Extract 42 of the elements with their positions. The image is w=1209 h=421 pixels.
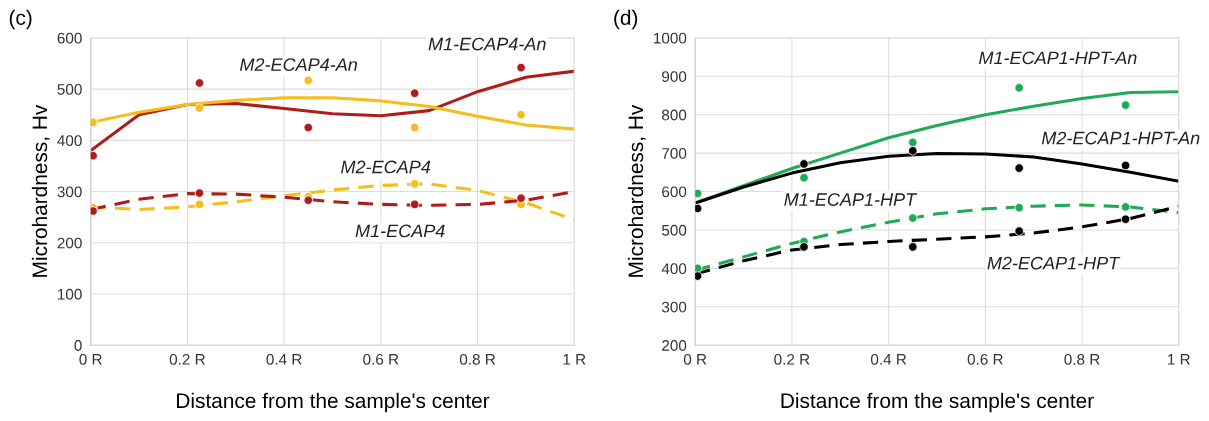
x-tick-label: 0.2 R <box>774 353 810 365</box>
y-axis-title: Microhardness, Hv <box>627 104 646 277</box>
y-tick-label: 0 <box>74 340 82 351</box>
x-tick-label: 0 R <box>683 353 707 365</box>
series-label: M2-ECAP4-An <box>239 58 358 72</box>
x-tick-label: 0.4 R <box>870 353 907 365</box>
series-label: M2-ECAP1-HPT <box>987 256 1121 270</box>
x-tick-label: 0.6 R <box>363 353 399 365</box>
y-tick-label: 300 <box>57 186 82 198</box>
x-tick-label: 1 R <box>563 354 586 365</box>
y-tick-label: 600 <box>662 186 687 198</box>
x-tick-label: 0 R <box>79 353 102 365</box>
x-tick-label: 1 R <box>1168 354 1190 365</box>
y-tick-label: 800 <box>662 109 687 121</box>
x-axis-title: Distance from the sample's center <box>781 392 1094 413</box>
y-axis-title: Microhardness, Hv <box>31 104 50 277</box>
chart-title: (c) <box>9 9 32 30</box>
y-tick-label: 400 <box>57 135 82 147</box>
series-label: M1-ECAP4-An <box>428 37 546 51</box>
y-tick-label: 200 <box>57 237 82 249</box>
y-tick-label: 700 <box>662 148 687 159</box>
y-tick-label: 500 <box>57 83 82 95</box>
x-tick-label: 0.6 R <box>967 353 1003 365</box>
series-label: M1-ECAP1-HPT <box>784 193 918 206</box>
y-tick-label: 400 <box>661 263 687 275</box>
y-tick-label: 500 <box>661 224 687 236</box>
y-tick-label: 1000 <box>654 32 687 44</box>
y-tick-label: 600 <box>57 32 82 44</box>
series-label: M1-ECAP1-HPT-An <box>978 51 1137 65</box>
chart-title: (d) <box>614 9 638 30</box>
series-label: M1-ECAP4 <box>355 224 445 238</box>
x-tick-label: 0.8 R <box>1064 353 1100 365</box>
y-tick-label: 100 <box>58 288 82 300</box>
x-axis-title: Distance from the sample's center <box>177 392 490 413</box>
y-tick-label: 300 <box>661 301 687 313</box>
series-label: M2-ECAP4 <box>341 160 431 174</box>
x-tick-label: 0.8 R <box>459 353 496 365</box>
y-tick-label: 200 <box>662 340 687 351</box>
series-label: M2-ECAP1-HPT-An <box>1041 131 1200 145</box>
y-tick-label: 900 <box>662 71 687 82</box>
x-tick-label: 0.2 R <box>169 353 205 365</box>
x-tick-label: 0.4 R <box>266 353 302 365</box>
